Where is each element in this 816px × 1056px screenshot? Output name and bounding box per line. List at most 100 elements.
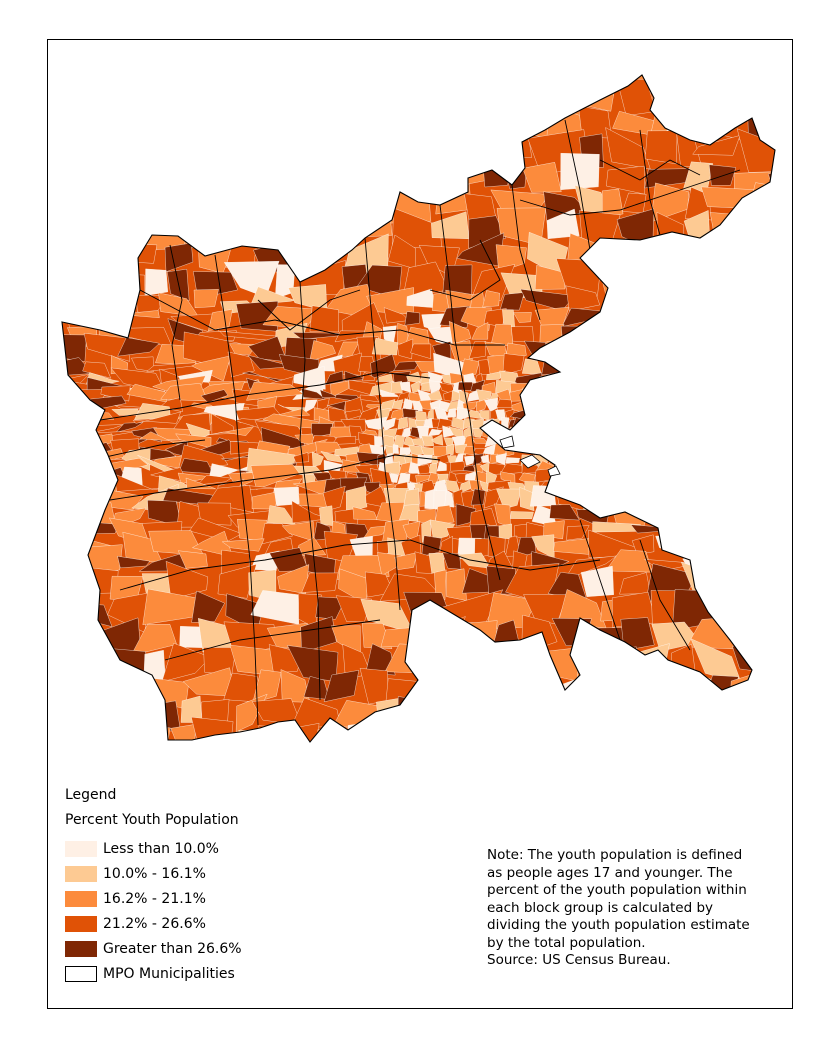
block-group xyxy=(457,381,474,391)
block-group xyxy=(145,751,205,790)
block-group xyxy=(649,748,677,785)
block-group xyxy=(753,305,775,331)
block-group xyxy=(730,318,775,341)
block-group xyxy=(46,754,84,776)
block-group xyxy=(117,337,160,357)
block-group xyxy=(762,423,775,446)
block-group xyxy=(653,431,690,455)
block-group xyxy=(635,419,671,433)
block-group xyxy=(392,444,399,454)
block-group xyxy=(666,698,695,729)
block-group xyxy=(62,75,112,90)
block-group xyxy=(206,426,254,436)
block-group xyxy=(62,542,88,553)
block-group xyxy=(105,160,142,197)
block-group xyxy=(709,164,737,186)
block-group xyxy=(782,131,815,167)
block-group xyxy=(317,726,356,742)
block-group xyxy=(567,428,595,442)
block-group xyxy=(669,380,704,398)
block-group xyxy=(574,445,595,457)
block-group xyxy=(655,75,694,91)
block-group xyxy=(692,288,727,313)
block-group xyxy=(772,641,775,681)
block-group xyxy=(746,501,775,523)
block-group xyxy=(692,381,744,385)
block-group xyxy=(62,622,73,648)
block-group xyxy=(697,358,742,378)
block-group xyxy=(148,700,181,733)
block-group xyxy=(388,473,399,483)
block-group xyxy=(728,401,766,416)
block-group xyxy=(554,338,608,364)
block-group xyxy=(221,538,265,552)
block-group xyxy=(446,568,467,601)
block-group-polygons xyxy=(46,75,815,790)
block-group xyxy=(600,459,640,475)
legend-subtitle: Percent Youth Population xyxy=(65,812,239,828)
block-group xyxy=(378,748,423,787)
block-group xyxy=(753,456,775,479)
block-group xyxy=(524,647,581,682)
block-group xyxy=(681,332,732,368)
block-group xyxy=(62,111,82,143)
block-group xyxy=(529,485,557,507)
block-group xyxy=(760,397,775,410)
block-group xyxy=(329,426,353,438)
block-group xyxy=(746,348,775,377)
block-group xyxy=(124,671,150,705)
block-group xyxy=(115,82,164,114)
block-group xyxy=(379,389,399,397)
block-group xyxy=(384,445,394,455)
block-group xyxy=(625,437,655,454)
block-group xyxy=(583,627,626,646)
block-group xyxy=(62,596,68,628)
legend-item-label: MPO Municipalities xyxy=(103,965,235,982)
legend-item-label: 21.2% - 26.6% xyxy=(103,915,206,932)
block-group xyxy=(629,486,669,515)
block-group xyxy=(595,337,635,359)
block-group xyxy=(752,673,775,712)
block-group xyxy=(502,646,537,676)
block-group xyxy=(285,723,320,742)
note-line: dividing the youth population estimate xyxy=(487,917,750,933)
block-group xyxy=(421,535,442,557)
block-group xyxy=(668,488,697,512)
block-group xyxy=(402,408,419,419)
block-group xyxy=(118,695,159,733)
block-group xyxy=(712,369,733,385)
block-group xyxy=(714,458,737,474)
block-group xyxy=(667,239,700,270)
block-group xyxy=(651,88,701,118)
block-group xyxy=(720,533,750,559)
block-group xyxy=(428,552,446,574)
block-group xyxy=(309,340,336,362)
block-group xyxy=(311,451,324,467)
block-group xyxy=(651,269,697,297)
block-group xyxy=(727,459,754,476)
block-group xyxy=(760,340,775,364)
block-group xyxy=(131,356,154,372)
block-group xyxy=(249,109,299,138)
block-group xyxy=(109,75,157,96)
block-group xyxy=(666,457,716,481)
block-group xyxy=(720,601,751,630)
block-group xyxy=(766,393,775,408)
block-group xyxy=(735,407,775,426)
block-group xyxy=(382,417,396,432)
block-group xyxy=(495,453,507,466)
block-group xyxy=(739,549,775,577)
block-group xyxy=(117,555,151,569)
block-group xyxy=(437,418,452,430)
block-group xyxy=(427,750,454,782)
block-group xyxy=(635,699,679,723)
block-group xyxy=(515,425,541,442)
block-group xyxy=(560,153,600,190)
block-group xyxy=(683,233,733,275)
block-group xyxy=(526,386,554,396)
block-group xyxy=(542,419,574,429)
block-group xyxy=(682,262,723,301)
block-group xyxy=(451,759,502,786)
block-group xyxy=(391,399,404,410)
